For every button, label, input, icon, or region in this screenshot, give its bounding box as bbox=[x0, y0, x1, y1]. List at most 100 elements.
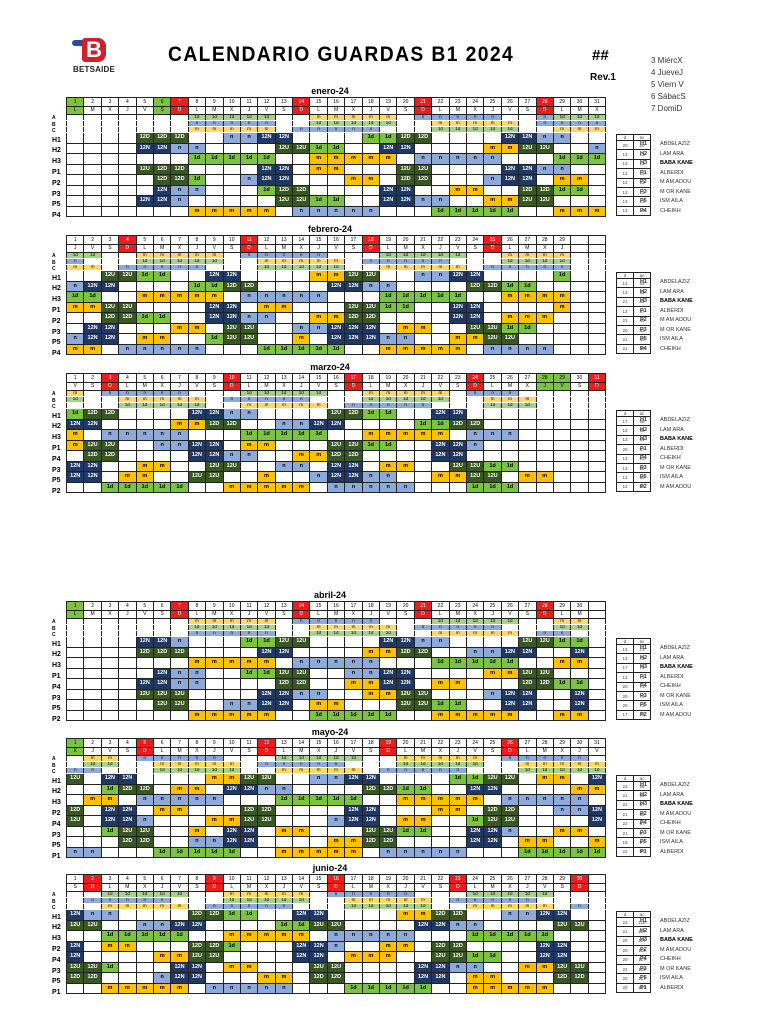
shift-cell[interactable] bbox=[100, 836, 120, 848]
shift-cell[interactable] bbox=[274, 322, 294, 334]
shift-cell[interactable]: 12N bbox=[309, 940, 328, 952]
shift-cell[interactable]: 12U bbox=[500, 333, 520, 345]
shift-cell[interactable] bbox=[83, 429, 102, 441]
shift-cell[interactable]: n bbox=[344, 667, 363, 679]
shift-cell[interactable] bbox=[570, 940, 589, 952]
shift-cell[interactable] bbox=[483, 418, 502, 430]
shift-cell[interactable] bbox=[344, 825, 363, 837]
shift-cell[interactable]: 12U bbox=[483, 815, 502, 827]
shift-cell[interactable]: n bbox=[483, 429, 502, 441]
shift-cell[interactable] bbox=[552, 460, 572, 472]
shift-cell[interactable]: m bbox=[396, 940, 415, 952]
shift-cell[interactable]: n bbox=[100, 429, 120, 441]
shift-cell[interactable]: 1d bbox=[448, 205, 467, 217]
shift-cell[interactable]: 12N bbox=[396, 678, 415, 690]
shift-cell[interactable]: m bbox=[292, 846, 311, 858]
shift-cell[interactable] bbox=[118, 636, 137, 648]
shift-cell[interactable] bbox=[396, 153, 415, 165]
shift-cell[interactable]: 1d bbox=[413, 418, 433, 430]
shift-cell[interactable] bbox=[535, 174, 554, 186]
shift-cell[interactable]: 12U bbox=[292, 195, 311, 207]
shift-cell[interactable] bbox=[465, 699, 485, 711]
shift-cell[interactable]: 12N bbox=[500, 646, 520, 658]
shift-cell[interactable]: 1d bbox=[587, 153, 607, 165]
shift-cell[interactable] bbox=[500, 270, 520, 282]
shift-cell[interactable] bbox=[274, 804, 294, 816]
shift-cell[interactable] bbox=[396, 836, 415, 848]
shift-cell[interactable]: m bbox=[257, 205, 276, 217]
shift-cell[interactable]: 12N bbox=[570, 646, 589, 658]
shift-cell[interactable] bbox=[431, 836, 450, 848]
shift-cell[interactable]: 12N bbox=[483, 836, 502, 848]
shift-cell[interactable] bbox=[205, 195, 224, 207]
shift-cell[interactable]: 12U bbox=[65, 961, 85, 973]
shift-cell[interactable]: m bbox=[344, 846, 363, 858]
shift-cell[interactable]: 12N bbox=[222, 783, 241, 795]
shift-cell[interactable]: 12N bbox=[326, 333, 346, 345]
shift-cell[interactable]: m bbox=[518, 961, 537, 973]
shift-cell[interactable] bbox=[65, 481, 85, 493]
shift-cell[interactable]: 1d bbox=[413, 783, 433, 795]
shift-cell[interactable] bbox=[170, 312, 189, 324]
shift-cell[interactable]: 12U bbox=[187, 471, 207, 483]
shift-cell[interactable] bbox=[292, 646, 311, 658]
shift-cell[interactable] bbox=[65, 132, 85, 144]
shift-cell[interactable] bbox=[518, 153, 537, 165]
shift-cell[interactable] bbox=[222, 291, 241, 303]
shift-cell[interactable]: 12U bbox=[326, 439, 346, 451]
shift-cell[interactable]: m bbox=[552, 657, 572, 669]
shift-cell[interactable]: m bbox=[361, 646, 381, 658]
shift-cell[interactable]: 1d bbox=[135, 481, 154, 493]
shift-cell[interactable]: n bbox=[187, 794, 207, 806]
shift-cell[interactable] bbox=[100, 460, 120, 472]
shift-cell[interactable]: n bbox=[152, 972, 172, 984]
shift-cell[interactable]: 12N bbox=[379, 142, 398, 154]
shift-cell[interactable] bbox=[152, 815, 172, 827]
shift-cell[interactable]: 12D bbox=[135, 132, 154, 144]
shift-cell[interactable]: 12U bbox=[570, 961, 589, 973]
shift-cell[interactable] bbox=[100, 688, 120, 700]
shift-cell[interactable]: 12N bbox=[344, 333, 363, 345]
shift-cell[interactable] bbox=[326, 646, 346, 658]
shift-cell[interactable] bbox=[239, 794, 259, 806]
shift-cell[interactable]: 12N bbox=[135, 195, 154, 207]
shift-cell[interactable] bbox=[413, 333, 433, 345]
shift-cell[interactable] bbox=[518, 481, 537, 493]
shift-cell[interactable]: 1d bbox=[465, 951, 485, 963]
shift-cell[interactable]: n bbox=[292, 205, 311, 217]
shift-cell[interactable]: n bbox=[309, 773, 328, 785]
shift-cell[interactable]: n bbox=[239, 312, 259, 324]
shift-cell[interactable]: m bbox=[187, 205, 207, 217]
shift-cell[interactable] bbox=[205, 174, 224, 186]
shift-cell[interactable] bbox=[309, 783, 328, 795]
shift-cell[interactable]: m bbox=[413, 322, 433, 334]
shift-cell[interactable] bbox=[118, 699, 137, 711]
shift-cell[interactable] bbox=[483, 408, 502, 420]
shift-cell[interactable]: m bbox=[379, 460, 398, 472]
shift-cell[interactable] bbox=[152, 280, 172, 292]
shift-cell[interactable] bbox=[135, 951, 154, 963]
shift-cell[interactable]: 12N bbox=[83, 460, 102, 472]
shift-cell[interactable] bbox=[274, 773, 294, 785]
shift-cell[interactable]: 1d bbox=[570, 153, 589, 165]
shift-cell[interactable] bbox=[552, 333, 572, 345]
shift-cell[interactable]: 12D bbox=[361, 783, 381, 795]
shift-cell[interactable]: n bbox=[170, 439, 189, 451]
shift-cell[interactable]: 1d bbox=[326, 195, 346, 207]
shift-cell[interactable]: m bbox=[552, 301, 572, 313]
shift-cell[interactable] bbox=[205, 142, 224, 154]
shift-cell[interactable] bbox=[118, 951, 137, 963]
shift-cell[interactable] bbox=[587, 471, 607, 483]
shift-cell[interactable]: 1d bbox=[361, 408, 381, 420]
shift-cell[interactable] bbox=[257, 678, 276, 690]
shift-cell[interactable] bbox=[483, 846, 502, 858]
shift-cell[interactable] bbox=[361, 184, 381, 196]
shift-cell[interactable]: 12U bbox=[448, 951, 467, 963]
shift-cell[interactable] bbox=[570, 280, 589, 292]
shift-cell[interactable] bbox=[535, 972, 554, 984]
shift-cell[interactable]: m bbox=[100, 982, 120, 994]
shift-cell[interactable] bbox=[292, 312, 311, 324]
shift-cell[interactable]: 12D bbox=[465, 280, 485, 292]
shift-cell[interactable]: m bbox=[257, 972, 276, 984]
shift-cell[interactable]: 12D bbox=[135, 836, 154, 848]
